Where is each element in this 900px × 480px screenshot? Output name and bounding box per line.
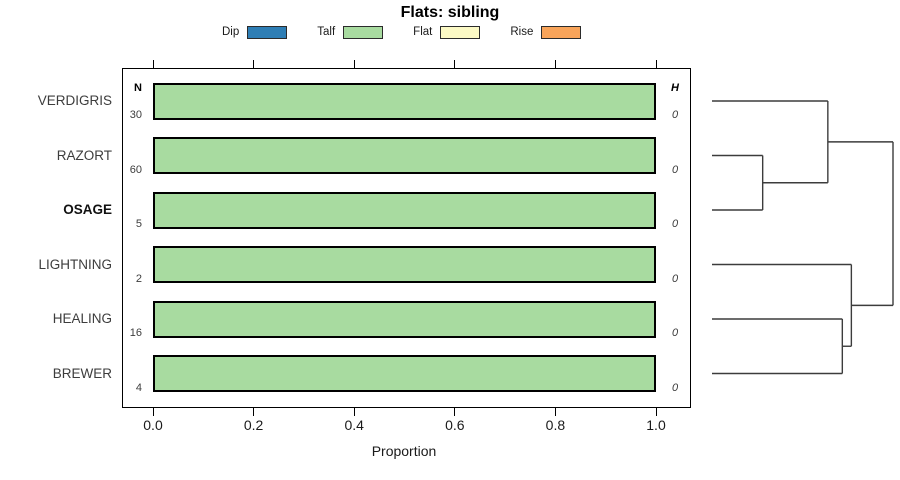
row-label-healing: HEALING <box>52 311 112 326</box>
h-value: 0 <box>671 272 679 285</box>
axis-tick-bottom <box>253 408 255 416</box>
axis-tick-label: 0.6 <box>445 417 465 433</box>
h-value: 0 <box>671 163 679 176</box>
row-label-osage: OSAGE <box>63 202 112 217</box>
legend-label: Rise <box>510 26 534 38</box>
axis-tick-bottom <box>353 408 355 416</box>
axis-tick-top <box>454 60 456 68</box>
bar-segment-talf <box>155 357 654 390</box>
proportion-bar <box>153 355 656 392</box>
proportion-bar <box>153 82 656 120</box>
legend-swatch-talf <box>343 25 384 39</box>
axis-tick-label: 1.0 <box>646 417 666 433</box>
legend-swatch-dip <box>247 25 288 39</box>
axis-tick-bottom <box>152 408 154 416</box>
h-value: 0 <box>671 218 679 230</box>
h-value: 0 <box>671 327 679 339</box>
n-value: 30 <box>129 109 142 121</box>
legend-item-talf: Talf <box>317 25 384 39</box>
axis-tick-label: 0.8 <box>545 417 566 433</box>
axis-tick-top <box>554 60 556 68</box>
bar-segment-talf <box>155 139 654 172</box>
bar-segment-talf <box>155 84 654 118</box>
row-label-brewer: BREWER <box>52 365 112 381</box>
n-value: 16 <box>129 327 142 339</box>
legend-item-rise: Rise <box>510 25 582 39</box>
proportion-bar <box>153 137 656 174</box>
axis-tick-top <box>655 60 657 68</box>
axis-tick-bottom <box>554 408 556 416</box>
axis-tick-bottom <box>454 408 456 416</box>
axis-tick-top <box>353 60 355 68</box>
legend-label: Flat <box>413 26 433 38</box>
legend-label: Dip <box>222 26 240 38</box>
axis-tick-label: 0.4 <box>344 417 364 433</box>
chart-title: Flats: sibling <box>400 4 500 21</box>
legend-item-flat: Flat <box>413 25 481 39</box>
bar-segment-talf <box>155 248 654 281</box>
legend-swatch-rise <box>541 25 582 39</box>
row-label-verdigris: VERDIGRIS <box>37 93 112 108</box>
h-value: 0 <box>671 109 679 121</box>
n-value: 60 <box>129 163 142 176</box>
legend-label: Talf <box>317 26 336 38</box>
axis-tick-top <box>152 60 154 68</box>
n-value: 5 <box>135 218 142 230</box>
proportion-bar <box>153 191 656 229</box>
n-value: 4 <box>135 381 142 394</box>
row-label-lightning: LIGHTNING <box>38 256 112 272</box>
row-label-razort: RAZORT <box>56 147 112 163</box>
plot-box <box>122 68 691 408</box>
legend: Dip Talf Flat Rise <box>222 23 582 41</box>
legend-swatch-flat <box>440 25 481 39</box>
axis-tick-label: 0.0 <box>143 417 163 433</box>
axis-tick-top <box>253 60 255 68</box>
h-value: 0 <box>671 381 679 394</box>
legend-item-dip: Dip <box>222 25 288 39</box>
bar-segment-talf <box>155 302 654 336</box>
axis-tick-label: 0.2 <box>243 417 264 433</box>
x-axis-title: Proportion <box>371 443 437 459</box>
proportion-bar <box>153 246 656 283</box>
axis-tick-bottom <box>655 408 657 416</box>
h-column-header: H <box>671 82 679 94</box>
n-column-header: N <box>134 82 142 94</box>
n-value: 2 <box>135 272 142 285</box>
proportion-bar <box>153 300 656 338</box>
bar-segment-talf <box>155 193 654 227</box>
